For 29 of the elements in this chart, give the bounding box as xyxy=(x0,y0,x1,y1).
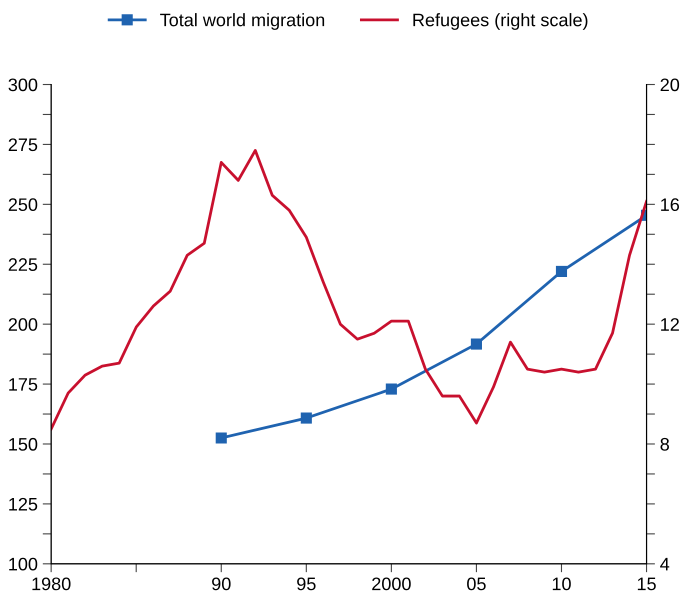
y-tick-label: 100 xyxy=(9,558,38,571)
x-tick-label: 95 xyxy=(297,577,316,590)
point xyxy=(216,432,227,444)
y2-tick-label: 20 xyxy=(660,78,680,92)
y-tick-label: 225 xyxy=(8,258,38,271)
y2-tick-label: 8 xyxy=(660,438,669,451)
x-tick-label: 90 xyxy=(212,577,231,590)
x-tick-label: 05 xyxy=(467,577,486,590)
point xyxy=(470,338,482,350)
x-tick-label: 15 xyxy=(638,578,656,590)
line-series xyxy=(51,149,647,430)
point xyxy=(300,412,312,424)
y-tick-label: 175 xyxy=(9,378,38,391)
y-tick-label: 300 xyxy=(8,78,38,92)
x-tick-label: 2000 xyxy=(372,577,411,590)
y-tick-label: 275 xyxy=(8,138,38,152)
point xyxy=(556,266,568,277)
y2-tick-label: 4 xyxy=(660,558,670,570)
y2-tick-label: 16 xyxy=(661,198,680,212)
legend-label: Total world migration xyxy=(160,13,324,30)
x-tick-label: 10 xyxy=(552,577,571,590)
y-tick-label: 125 xyxy=(9,498,38,511)
point xyxy=(386,384,397,395)
legend-label: Refugees (right scale) xyxy=(413,13,588,30)
y-tick-label: 250 xyxy=(8,198,38,212)
x-tick-label: 1980 xyxy=(32,577,71,590)
y-tick-label: 200 xyxy=(8,318,38,331)
y-tick-label: 150 xyxy=(9,438,38,451)
y2-tick-label: 12 xyxy=(661,318,679,331)
